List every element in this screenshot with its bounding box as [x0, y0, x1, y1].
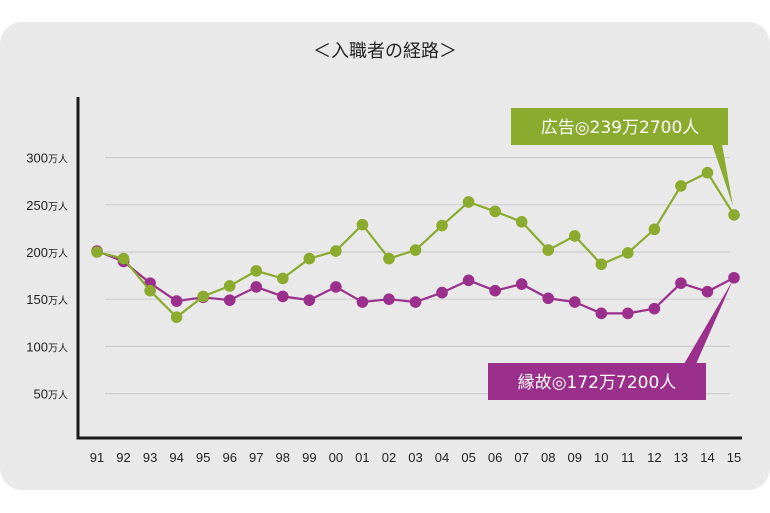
green-callout-label: 広告◎239万2700人	[541, 118, 700, 138]
data-point	[409, 296, 422, 308]
data-point	[568, 230, 581, 242]
green-callout-pointer	[712, 144, 733, 206]
data-point	[675, 180, 687, 192]
data-point	[170, 295, 183, 307]
green-callout-box	[511, 108, 728, 145]
x-tick-label: 91	[90, 450, 104, 465]
data-point	[117, 252, 130, 265]
data-point	[728, 209, 740, 221]
data-point	[489, 205, 501, 218]
data-point	[223, 280, 236, 292]
data-point	[542, 244, 555, 256]
x-tick-label: 08	[541, 450, 555, 465]
data-point	[170, 311, 183, 323]
data-point	[595, 258, 608, 271]
data-point	[356, 296, 369, 308]
x-tick-label: 05	[461, 450, 475, 465]
data-point	[303, 252, 316, 265]
x-tick-label: 13	[674, 450, 688, 465]
purple-callout-box	[488, 363, 706, 400]
y-tick-label: 300万人	[26, 151, 68, 166]
x-tick-label: 03	[408, 450, 422, 465]
purple-callout-pointer	[684, 280, 733, 364]
x-tick-label: 02	[382, 450, 396, 465]
x-tick-label: 98	[276, 450, 290, 465]
x-tick-label: 11	[621, 450, 635, 465]
data-point	[515, 215, 528, 228]
data-point	[462, 274, 475, 287]
data-point	[409, 244, 422, 256]
data-point	[436, 286, 448, 299]
data-point	[701, 285, 714, 298]
x-tick-label: 15	[727, 450, 741, 465]
x-tick-label: 12	[647, 450, 661, 465]
x-tick-label: 04	[435, 450, 449, 465]
x-tick-label: 92	[116, 450, 130, 465]
x-tick-label: 07	[514, 450, 528, 465]
y-tick-label: 50万人	[34, 387, 68, 402]
x-tick-label: 94	[169, 450, 183, 465]
data-point	[595, 307, 608, 320]
data-point	[489, 284, 501, 297]
data-point	[144, 284, 156, 297]
x-tick-label: 14	[700, 450, 714, 465]
data-point	[383, 293, 395, 306]
data-point	[303, 294, 316, 306]
x-tick-label: 06	[488, 450, 502, 465]
data-point	[356, 218, 369, 231]
data-point	[568, 296, 581, 308]
x-tick-label: 99	[302, 450, 316, 465]
data-point	[436, 219, 448, 232]
x-tick-label: 96	[222, 450, 236, 465]
data-point	[250, 281, 263, 293]
data-point	[622, 307, 634, 320]
data-point	[330, 245, 342, 257]
data-point	[462, 196, 475, 208]
data-point	[648, 302, 661, 315]
data-point	[701, 166, 714, 179]
data-point	[728, 271, 740, 284]
data-point	[542, 292, 555, 305]
x-tick-label: 93	[143, 450, 157, 465]
y-tick-label: 200万人	[26, 245, 68, 260]
data-point	[250, 265, 263, 277]
purple-callout-label: 縁故◎172万7200人	[518, 373, 677, 393]
data-point	[330, 281, 342, 293]
y-tick-label: 150万人	[26, 292, 68, 307]
data-point	[276, 290, 289, 303]
data-point	[91, 246, 103, 258]
x-tick-label: 09	[568, 450, 582, 465]
data-point	[276, 272, 289, 285]
x-tick-label: 10	[594, 450, 608, 465]
x-tick-label: 00	[329, 450, 343, 465]
data-point	[383, 252, 395, 265]
x-tick-label: 95	[196, 450, 210, 465]
data-point	[197, 290, 209, 303]
data-point	[648, 223, 661, 236]
data-point	[515, 278, 528, 290]
chart-title: ＜入職者の経路＞	[313, 41, 457, 62]
y-tick-label: 100万人	[26, 339, 68, 354]
x-tick-label: 01	[355, 450, 369, 465]
x-tick-label: 97	[249, 450, 263, 465]
data-point	[675, 277, 687, 289]
y-tick-label: 250万人	[26, 198, 68, 213]
data-point	[223, 294, 236, 306]
series-advertising	[91, 166, 740, 323]
data-point	[622, 247, 634, 259]
